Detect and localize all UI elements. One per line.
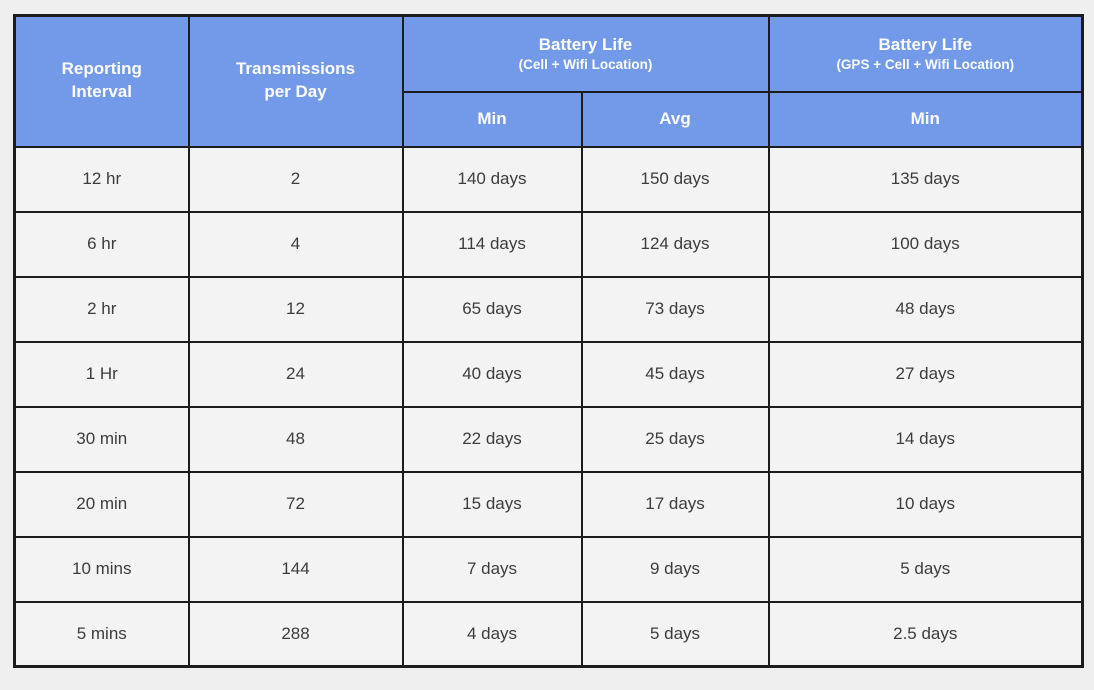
subheader-cell-wifi-avg: Avg	[580, 90, 770, 148]
cell-gps-min: 14 days	[767, 405, 1084, 473]
battery-life-table-container: Reporting Interval Transmissions per Day…	[13, 14, 1085, 668]
cell-cell-wifi-avg: 73 days	[580, 275, 770, 343]
cell-interval: 5 mins	[13, 600, 190, 668]
cell-gps-min: 135 days	[767, 145, 1084, 213]
table-row: 12 hr 2 140 days 150 days 135 days	[13, 145, 1084, 213]
subheader-gps-min: Min	[767, 90, 1084, 148]
header-battery-gps-cell-wifi-title: Battery Life	[878, 34, 973, 54]
cell-transmissions: 144	[187, 535, 404, 603]
header-row-group: Reporting Interval Transmissions per Day…	[13, 14, 1084, 148]
cell-cell-wifi-avg: 124 days	[580, 210, 770, 278]
cell-cell-wifi-min: 4 days	[401, 600, 583, 668]
cell-cell-wifi-min: 140 days	[401, 145, 583, 213]
cell-interval: 2 hr	[13, 275, 190, 343]
cell-gps-min: 2.5 days	[767, 600, 1084, 668]
cell-cell-wifi-min: 15 days	[401, 470, 583, 538]
cell-cell-wifi-avg: 5 days	[580, 600, 770, 668]
header-battery-cell-wifi-subtitle: (Cell + Wifi Location)	[518, 57, 653, 73]
header-reporting-interval: Reporting Interval	[13, 14, 190, 148]
header-battery-gps-cell-wifi-subtitle: (GPS + Cell + Wifi Location)	[836, 57, 1015, 73]
cell-cell-wifi-avg: 150 days	[580, 145, 770, 213]
cell-gps-min: 100 days	[767, 210, 1084, 278]
cell-transmissions: 24	[187, 340, 404, 408]
header-battery-cell-wifi-title: Battery Life	[538, 34, 633, 54]
cell-transmissions: 12	[187, 275, 404, 343]
subheader-cell-wifi-min: Min	[401, 90, 583, 148]
cell-gps-min: 48 days	[767, 275, 1084, 343]
battery-life-table: Reporting Interval Transmissions per Day…	[13, 14, 1085, 668]
cell-gps-min: 27 days	[767, 340, 1084, 408]
table-row: 2 hr 12 65 days 73 days 48 days	[13, 275, 1084, 343]
cell-interval: 1 Hr	[13, 340, 190, 408]
cell-cell-wifi-avg: 25 days	[580, 405, 770, 473]
header-transmissions-per-day-label: Transmissions per Day	[235, 59, 356, 102]
cell-cell-wifi-avg: 45 days	[580, 340, 770, 408]
cell-transmissions: 48	[187, 405, 404, 473]
cell-gps-min: 10 days	[767, 470, 1084, 538]
cell-interval: 30 min	[13, 405, 190, 473]
header-battery-cell-wifi: Battery Life (Cell + Wifi Location)	[401, 14, 770, 93]
cell-cell-wifi-min: 65 days	[401, 275, 583, 343]
cell-cell-wifi-min: 40 days	[401, 340, 583, 408]
table-row: 10 mins 144 7 days 9 days 5 days	[13, 535, 1084, 603]
cell-gps-min: 5 days	[767, 535, 1084, 603]
cell-transmissions: 72	[187, 470, 404, 538]
cell-interval: 6 hr	[13, 210, 190, 278]
cell-interval: 20 min	[13, 470, 190, 538]
cell-transmissions: 2	[187, 145, 404, 213]
table-row: 20 min 72 15 days 17 days 10 days	[13, 470, 1084, 538]
table-row: 1 Hr 24 40 days 45 days 27 days	[13, 340, 1084, 408]
cell-cell-wifi-avg: 9 days	[580, 535, 770, 603]
cell-cell-wifi-min: 114 days	[401, 210, 583, 278]
header-reporting-interval-label: Reporting Interval	[61, 59, 142, 102]
header-battery-gps-cell-wifi: Battery Life (GPS + Cell + Wifi Location…	[767, 14, 1084, 93]
cell-interval: 12 hr	[13, 145, 190, 213]
cell-cell-wifi-avg: 17 days	[580, 470, 770, 538]
cell-transmissions: 4	[187, 210, 404, 278]
table-row: 30 min 48 22 days 25 days 14 days	[13, 405, 1084, 473]
header-transmissions-per-day: Transmissions per Day	[187, 14, 404, 148]
cell-transmissions: 288	[187, 600, 404, 668]
cell-cell-wifi-min: 22 days	[401, 405, 583, 473]
table-row: 5 mins 288 4 days 5 days 2.5 days	[13, 600, 1084, 668]
cell-interval: 10 mins	[13, 535, 190, 603]
table-row: 6 hr 4 114 days 124 days 100 days	[13, 210, 1084, 278]
cell-cell-wifi-min: 7 days	[401, 535, 583, 603]
header-row-sub: Min Avg Min	[15, 90, 1084, 148]
